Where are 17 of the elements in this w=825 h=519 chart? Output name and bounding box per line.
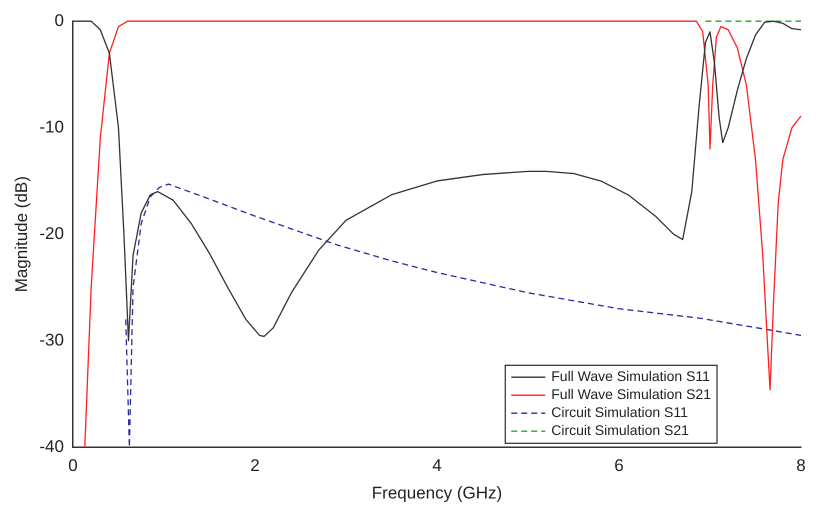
y-tick-label: -40	[39, 436, 64, 456]
x-tick-label: 2	[250, 456, 260, 476]
x-tick-label: 0	[68, 456, 78, 476]
x-axis-title: Frequency (GHz)	[372, 483, 502, 502]
y-tick-label: -20	[39, 224, 64, 243]
x-tick-label: 6	[614, 456, 624, 476]
y-axis-title: Magnitude (dB)	[12, 176, 31, 292]
legend-label: Full Wave Simulation S11	[551, 368, 710, 384]
x-tick-label: 8	[796, 456, 806, 476]
y-tick-label: 0	[54, 10, 64, 30]
line-series	[125, 183, 802, 448]
y-tick-label: -30	[39, 330, 64, 350]
legend-label: Full Wave Simulation S21	[551, 386, 712, 402]
legend-label: Circuit Simulation S21	[551, 422, 690, 438]
y-tick-label: -10	[39, 117, 64, 136]
legend-label: Circuit Simulation S11	[551, 404, 688, 420]
x-tick-label: 4	[432, 456, 442, 476]
